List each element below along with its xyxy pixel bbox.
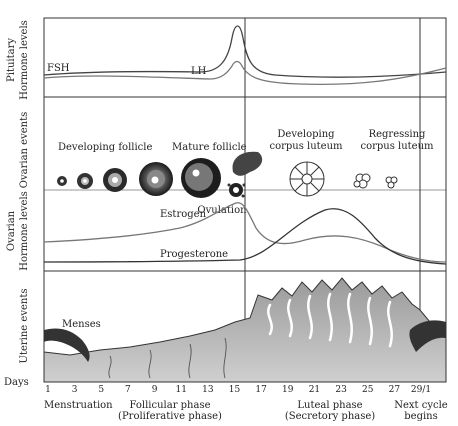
menstruation-label: Menstruation: [44, 400, 113, 411]
days-axis: Days 1 3 5 7 9 11 13 15 17 19 21 23 25 27 29/1: [4, 377, 431, 395]
day-tick-label: 5: [98, 385, 104, 395]
day-tick-label: 13: [202, 385, 214, 395]
menses-label: Menses: [62, 319, 101, 330]
day-tick-label: 7: [125, 385, 131, 395]
follicle-stage-2: [77, 173, 93, 189]
follicle-stage-5: [181, 158, 221, 198]
endometrium: [43, 277, 447, 383]
ovulation-label: Ovulation: [197, 205, 247, 216]
day-tick-label: 21: [309, 385, 320, 395]
developing-follicle-label: Developing follicle: [58, 142, 152, 153]
mature-follicle-label: Mature follicle: [172, 142, 247, 153]
day-tick-label: 17: [255, 385, 267, 395]
day-tick-label: 3: [72, 385, 78, 395]
follicle-stage-3: [103, 168, 127, 192]
next-menses: [409, 320, 446, 352]
ovarian-hormone-label-2: Hormone levels: [19, 191, 30, 271]
regressing-cl-label-1: Regressing: [369, 129, 426, 140]
day-tick-label: 1: [45, 385, 51, 395]
next-cycle-label: Next cycle: [394, 400, 448, 411]
developing-cl-label-1: Developing: [277, 129, 335, 140]
progesterone-label: Progesterone: [160, 249, 228, 260]
day-tick-label: 29/1: [411, 385, 431, 395]
corpus-luteum: [289, 161, 325, 197]
luteal-phase-label: Luteal phase: [297, 400, 362, 411]
lh-label: LH: [191, 66, 207, 77]
regressing-cl-label-2: corpus luteum: [360, 141, 434, 152]
pituitary-label-2: Hormone levels: [19, 20, 30, 100]
ovarian-hormones-panel: Ovarian Hormone levels Estrogen Progeste…: [6, 191, 447, 271]
developing-cl-label-2: corpus luteum: [269, 141, 343, 152]
follicle-stage-4: [139, 162, 173, 196]
ovarian-events-label: Ovarian events: [19, 112, 30, 188]
regressing-corpus-luteum-1: [353, 173, 371, 189]
endometrial-glands: [267, 292, 393, 348]
day-tick-label: 15: [229, 385, 241, 395]
lh-curve: [43, 25, 447, 78]
uterine-events-label: Uterine events: [19, 289, 30, 364]
phase-labels: Menstruation Follicular phase (Prolifera…: [44, 400, 448, 422]
estrogen-label: Estrogen: [160, 209, 207, 220]
day-tick-label: 9: [152, 385, 158, 395]
progesterone-curve: [43, 208, 447, 265]
fsh-label: FSH: [47, 63, 70, 74]
day-tick-label: 11: [175, 385, 186, 395]
uterine-panel: Uterine events Menses: [19, 277, 447, 383]
secretory-phase-label: (Secretory phase): [285, 411, 375, 422]
day-tick-label: 27: [389, 385, 401, 395]
day-tick-label: 19: [282, 385, 294, 395]
day-tick-label: 23: [335, 385, 347, 395]
spiral-arteries: [108, 337, 227, 379]
proliferative-phase-label: (Proliferative phase): [118, 411, 222, 422]
day-tick-label: 25: [362, 385, 374, 395]
pituitary-label-1: Pituitary: [6, 38, 17, 82]
ovarian-hormone-label-1: Ovarian: [6, 210, 17, 251]
next-cycle-begins-label: begins: [404, 411, 438, 422]
menses-flow: [44, 328, 90, 362]
follicular-phase-label: Follicular phase: [129, 400, 210, 411]
ovulating-follicle: [227, 151, 263, 198]
follicle-stage-1: [57, 176, 67, 186]
day-ticks: 1 3 5 7 9 11 13 15 17 19 21 23 25 27 29/1: [45, 385, 431, 395]
ovarian-panel: Ovarian events Developing follicle Matur…: [19, 112, 434, 216]
days-label: Days: [4, 377, 29, 388]
pituitary-panel: Pituitary Hormone levels FSH LH: [6, 20, 447, 100]
regressing-corpus-luteum-2: [385, 176, 398, 189]
fsh-curve: [43, 60, 447, 86]
